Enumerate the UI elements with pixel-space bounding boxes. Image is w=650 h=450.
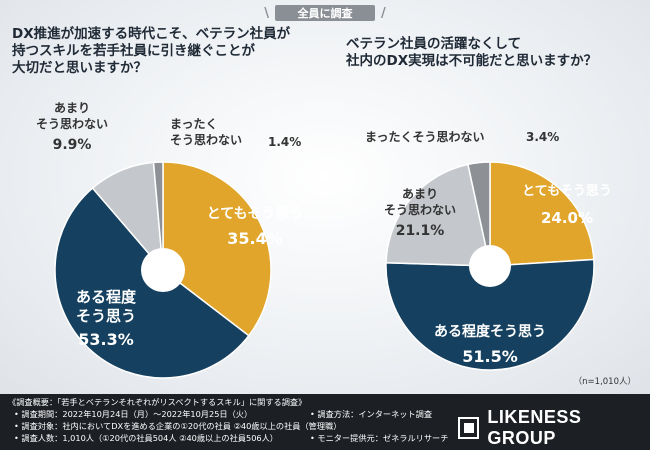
slice-value-label: 35.4% [227, 229, 283, 248]
survey-badge: \ 全員に調査 / [255, 4, 395, 22]
footer-row: • 調査人数：1,010人（①20代の社員504人 ②40歳以上の社員506人） [14, 433, 278, 443]
footer: 《調査概要：「若手とベテランそれぞれがリスペクトするスキル」に関する調査》 • … [0, 394, 650, 450]
question-1-line: 持つスキルを若手社員に引き継ぐことが [12, 43, 255, 59]
donut-hole [141, 248, 185, 292]
footer-col-2: • 調査方法：インターネット調査 • モニター提供元：ゼネラルリサーチ [310, 408, 448, 444]
slice-value-label: 1.4% [268, 135, 301, 149]
footer-row: • モニター提供元：ゼネラルリサーチ [310, 433, 449, 443]
charts-canvas: とてもそう思う35.4%ある程度そう思う53.3%あまりそう思わない9.9%まっ… [36, 101, 636, 387]
pie-slice [489, 161, 595, 267]
slice-value-label: 53.3% [78, 330, 134, 349]
slice-label: そう思わない [170, 133, 242, 147]
badge-slash-right: / [381, 5, 386, 21]
pie-slice [385, 163, 491, 267]
badge-slash-left: \ [264, 5, 269, 21]
pie-slice [152, 161, 164, 271]
question-1: DX推進が加速する時代こそ、ベテラン社員が 持つスキルを若手社員に引き継ぐことが… [12, 26, 332, 77]
pie-slice [467, 161, 491, 267]
slice-value-label: 3.4% [526, 130, 559, 144]
slice-value-label: 21.1% [396, 223, 445, 239]
logo-mark-icon [458, 417, 480, 439]
footer-row [310, 420, 448, 432]
slice-label: ある程度 [76, 288, 137, 306]
question-1-line: 大切だと思いますか？ [12, 60, 147, 76]
slice-label: あまり [402, 187, 438, 201]
slice-label: とてもそう思う [207, 206, 304, 222]
question-2-line: 社内のDX実現は不可能だと思いますか？ [346, 53, 598, 69]
slice-label: まったく [170, 117, 218, 131]
question-1-line: DX推進が加速する時代こそ、ベテラン社員が [12, 26, 291, 42]
slice-label: とてもそう思う [522, 184, 612, 199]
donut-hole [469, 245, 511, 287]
slice-label: まったくそう思わない [365, 130, 485, 144]
slice-value-label: 24.0% [541, 209, 593, 227]
sample-size-label: （n=1,010人） [574, 376, 636, 387]
footer-row: • 調査方法：インターネット調査 [310, 409, 433, 419]
company-logo: LIKENESS GROUP [458, 407, 650, 449]
slice-label: そう思わない [36, 117, 108, 131]
slice-label: ある程度そう思う [434, 323, 546, 340]
slice-label: あまり [54, 101, 90, 115]
footer-col-1: • 調査期間：2022年10月24日（月）〜2022年10月25日（火） • 調… [14, 408, 341, 444]
slice-value-label: 51.5% [462, 347, 518, 366]
slice-value-label: 9.9% [53, 137, 92, 153]
question-2-line: ベテラン社員の活躍なくして [346, 36, 522, 52]
footer-title: 《調査概要：「若手とベテランそれぞれがリスペクトするスキル」に関する調査》 [8, 397, 307, 407]
logo-text: LIKENESS GROUP [487, 407, 582, 448]
badge-label: 全員に調査 [275, 5, 375, 21]
footer-row: • 調査期間：2022年10月24日（月）〜2022年10月25日（火） [14, 409, 253, 419]
pie-slice [162, 161, 272, 337]
slice-label: そう思う [76, 307, 136, 325]
question-2: ベテラン社員の活躍なくして 社内のDX実現は不可能だと思いますか？ [346, 36, 646, 70]
slice-label: そう思わない [384, 203, 456, 217]
pie-slice [385, 258, 595, 371]
footer-row: • 調査対象：社内においてDXを進める企業の①20代の社員 ②40歳以上の社員（… [14, 421, 342, 431]
